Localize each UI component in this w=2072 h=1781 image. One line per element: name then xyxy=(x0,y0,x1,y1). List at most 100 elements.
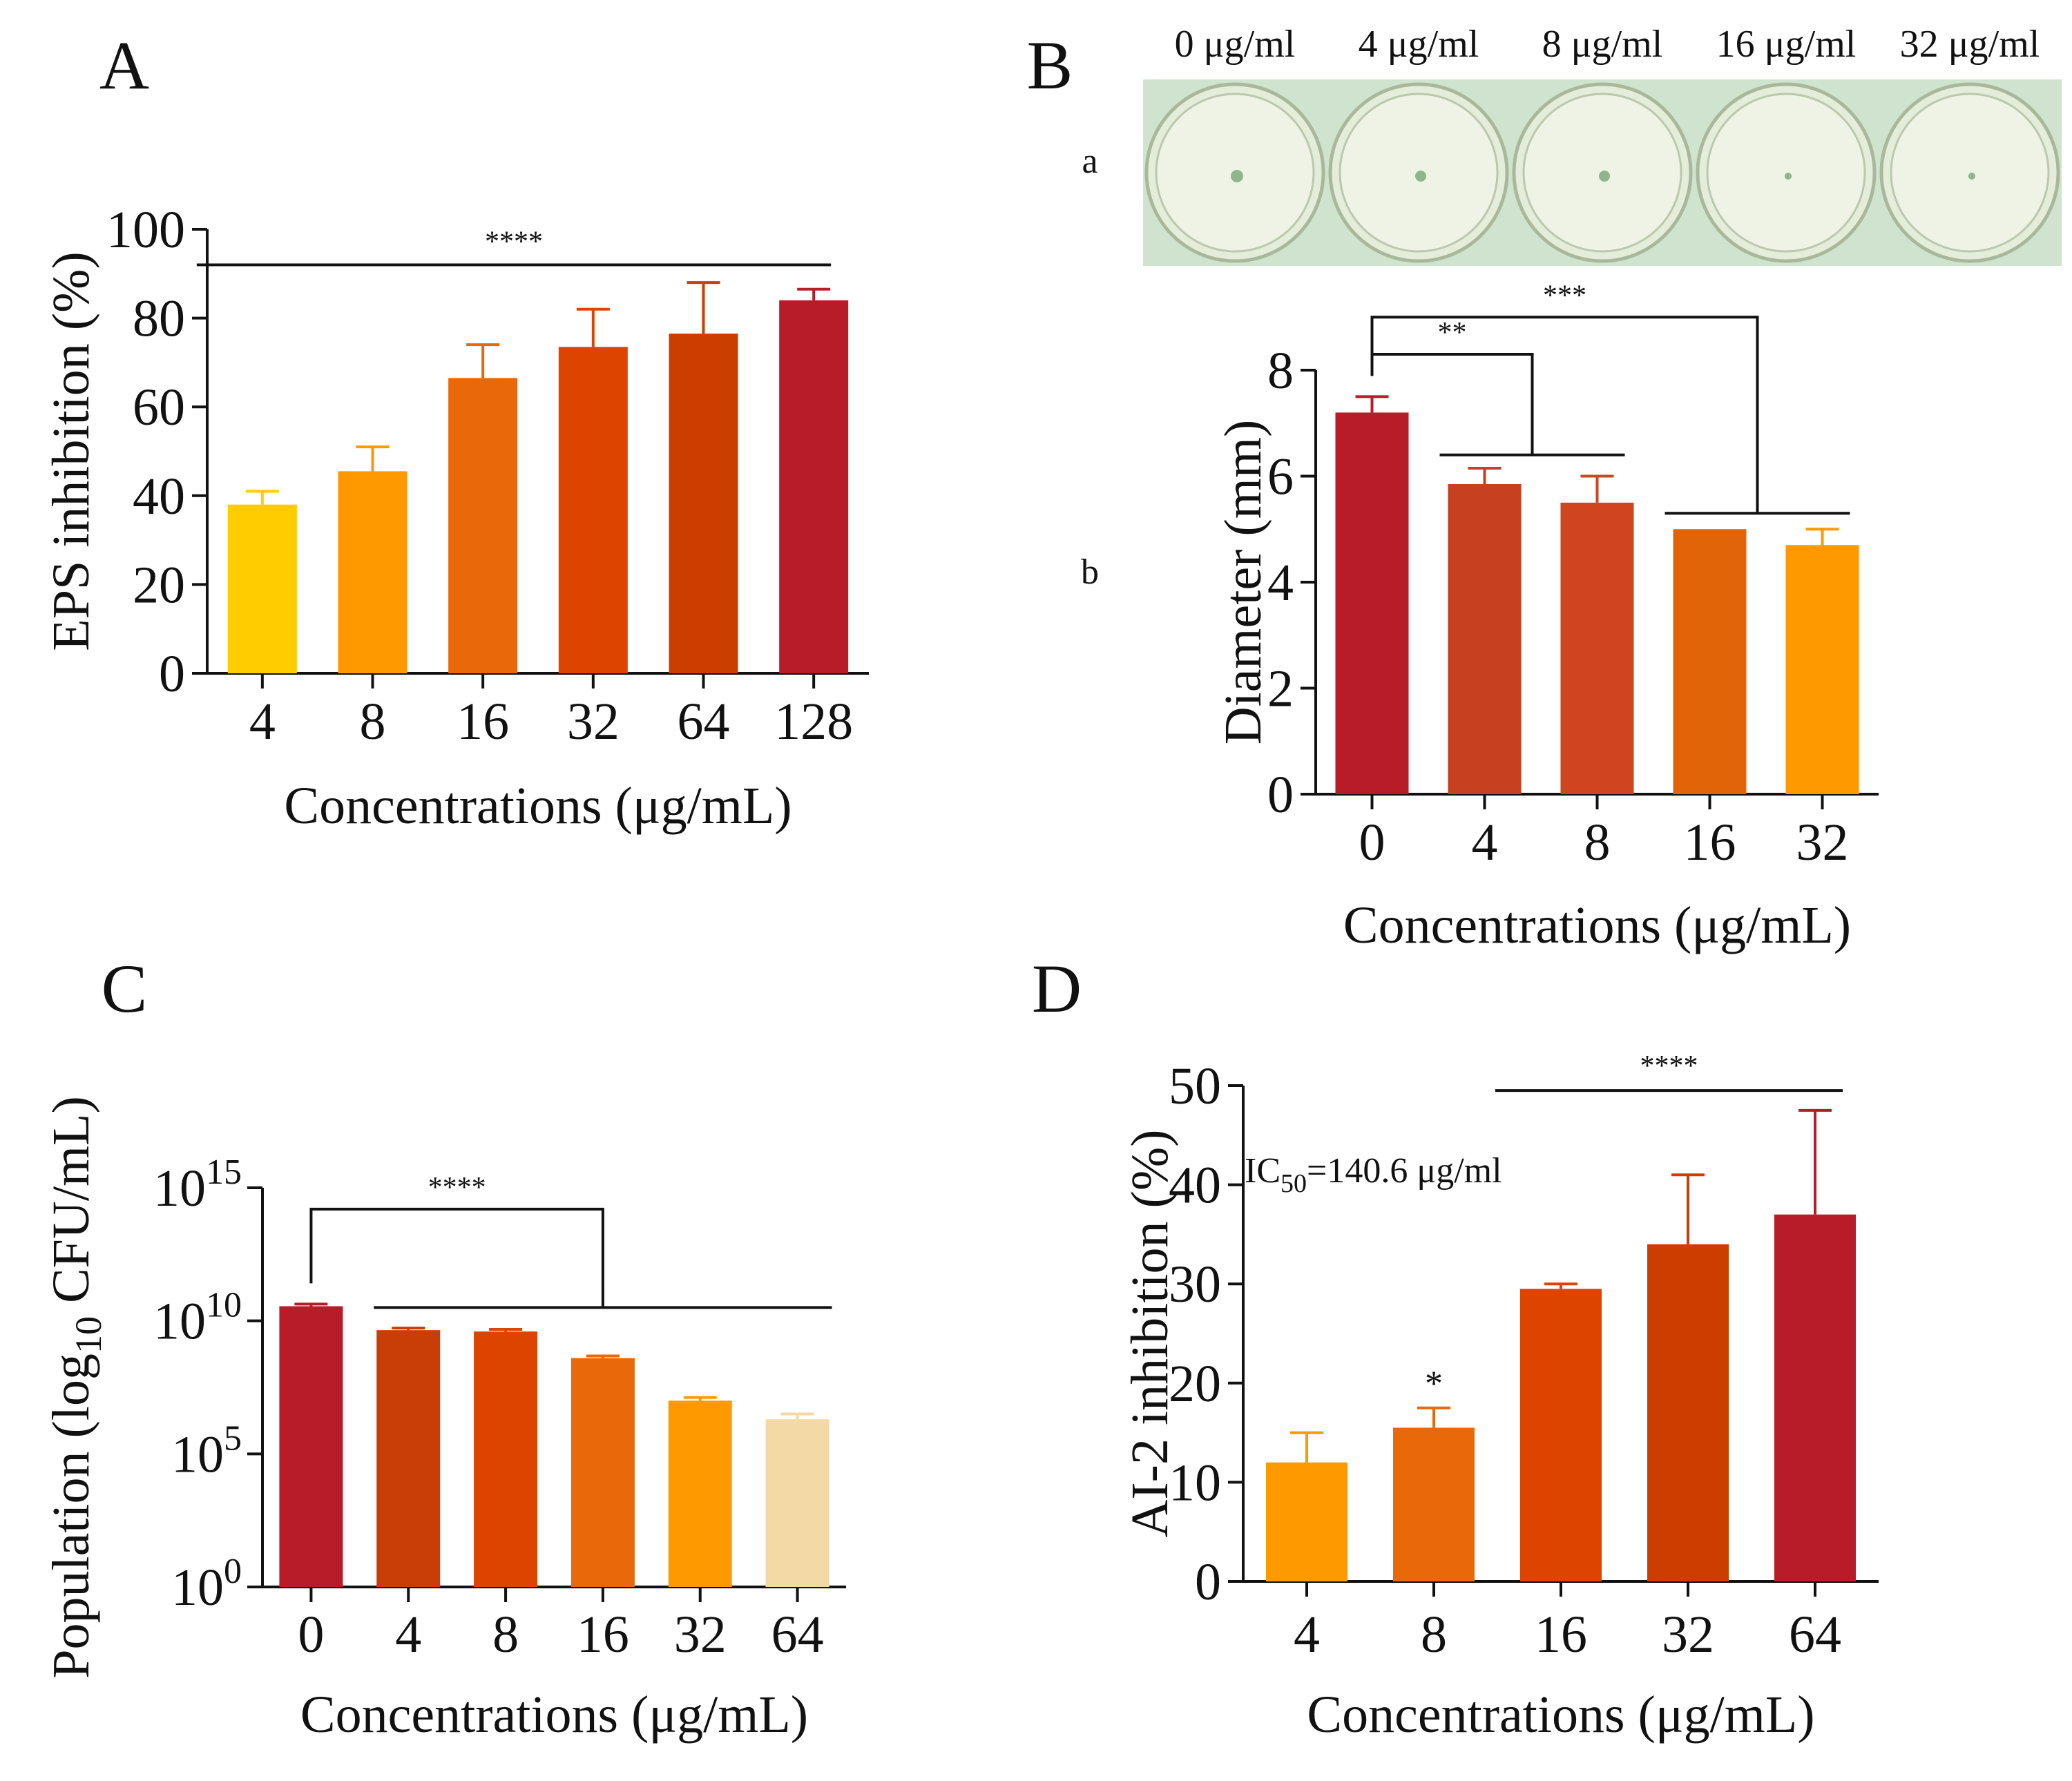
panel-c-y-axis-title: Population (log10 CFU/mL) xyxy=(42,1096,109,1679)
panel-b-y-tick-label-0: 0 xyxy=(1267,766,1294,824)
panel-c-y-tick-exp-0: 0 xyxy=(224,1552,242,1591)
panel-d-y-tick-label-30: 30 xyxy=(1169,1255,1221,1313)
panel-d-significance-star: * xyxy=(1425,1365,1443,1404)
panel-a-x-tick-label-32: 32 xyxy=(567,693,620,751)
panel-a-bar-128 xyxy=(779,300,849,673)
panel-c-y-tick-exp-10: 10 xyxy=(206,1286,242,1325)
panel-d-y-axis-title: AI-2 inhibition (%) xyxy=(1121,1129,1179,1537)
panel-c-bar-64 xyxy=(765,1419,829,1587)
plate-label-1: 4 μg/ml xyxy=(1359,23,1479,66)
panel-c-significance-bracket xyxy=(309,1207,604,1308)
panel-c-bar-16 xyxy=(570,1358,635,1587)
panel-c-x-tick-label-16: 16 xyxy=(577,1606,629,1664)
petri-dish-inner-3 xyxy=(1706,93,1866,253)
panel-d-bar-64 xyxy=(1774,1214,1856,1581)
colony-spot-1 xyxy=(1415,171,1426,182)
panel-d-x-tick-label-8: 8 xyxy=(1421,1606,1447,1664)
panel-c-significance-label: **** xyxy=(428,1172,486,1204)
panel-d-x-axis-title: Concentrations (μg/mL) xyxy=(1307,1686,1814,1744)
panel-d-ic50-prefix: IC xyxy=(1245,1151,1280,1191)
panel-a-bar-64 xyxy=(669,334,738,673)
panel-a-bar-4 xyxy=(227,504,297,673)
plate-label-4: 32 μg/ml xyxy=(1900,23,2040,66)
plate-label-2: 8 μg/ml xyxy=(1542,23,1663,66)
panel-d-y-tick-label-10: 10 xyxy=(1169,1454,1221,1512)
panel-b-x-tick-label-16: 16 xyxy=(1684,814,1736,872)
panel-b-x-tick-label-32: 32 xyxy=(1796,814,1849,872)
panel-d-y-tick-label-0: 0 xyxy=(1195,1553,1221,1611)
panel-c-bar-4 xyxy=(376,1330,441,1587)
panel-c-bar-0 xyxy=(279,1306,343,1587)
panel-c-y-tick-label-15: 1015 xyxy=(153,1153,242,1217)
panel-a-x-axis-title: Concentrations (μg/mL) xyxy=(284,777,792,835)
panel-d-x-tick-label-4: 4 xyxy=(1294,1606,1320,1664)
panel-b-y-tick-label-4: 4 xyxy=(1267,554,1294,612)
panel-a-y-tick-label-80: 80 xyxy=(133,290,185,348)
panel-b-label: B xyxy=(1027,27,1073,104)
panel-a-x-tick-label-4: 4 xyxy=(249,693,276,751)
panel-d-significance-label: **** xyxy=(1640,1050,1698,1082)
panel-c-x-tick-label-64: 64 xyxy=(771,1606,824,1664)
panel-d-ai2-chart: 0 10 20 30 40 50 4 8 16 32 64 D Concentrations (μg/m… xyxy=(1032,950,1879,1744)
panel-c-x-tick-label-0: 0 xyxy=(298,1606,324,1664)
panel-d-ic50-value: =140.6 μg/ml xyxy=(1307,1151,1502,1191)
panel-d-ic50-annotation: IC50=140.6 μg/ml xyxy=(1245,1151,1502,1198)
panel-b-y-axis-title: Diameter (mm) xyxy=(1214,420,1272,745)
panel-b-significance-2-label: *** xyxy=(1543,280,1586,311)
plate-label-3: 16 μg/ml xyxy=(1716,23,1857,66)
panel-a-eps-chart: 0 20 40 60 80 100 4 8 16 32 64 128 A Concentrations (… xyxy=(42,27,869,835)
panel-c-x-tick-label-32: 32 xyxy=(674,1606,727,1664)
panel-a-x-tick-label-8: 8 xyxy=(360,693,386,751)
panel-d-bar-8 xyxy=(1393,1427,1475,1581)
panel-b-x-tick-label-8: 8 xyxy=(1584,814,1611,872)
panel-c-x-tick-label-4: 4 xyxy=(395,1606,421,1664)
panel-c-y-tick-exp-5: 5 xyxy=(224,1418,242,1458)
panel-d-bar-16 xyxy=(1520,1289,1602,1581)
panel-c-label: C xyxy=(102,950,148,1027)
panel-c-y-tick-base-5: 10 xyxy=(171,1425,224,1483)
panel-a-y-axis-title: EPS inhibition (%) xyxy=(42,251,100,651)
panel-c-y-tick-base-10: 10 xyxy=(153,1293,206,1351)
panel-b-bar-16 xyxy=(1673,529,1747,794)
panel-b-y-tick-label-8: 8 xyxy=(1267,342,1294,400)
panel-c-x-tick-label-8: 8 xyxy=(492,1606,519,1664)
panel-d-y-tick-label-20: 20 xyxy=(1169,1355,1221,1413)
panel-b-row-label-a: a xyxy=(1082,142,1097,181)
panel-c-y-axis-title-rest: CFU/mL) xyxy=(42,1096,100,1316)
panel-b-y-tick-label-2: 2 xyxy=(1267,660,1294,718)
panel-b-y-tick-label-6: 6 xyxy=(1267,448,1294,506)
panel-a-y-tick-label-60: 60 xyxy=(133,378,185,436)
panel-a-y-tick-label-40: 40 xyxy=(133,468,185,526)
panel-b-plate-photo: 0 μg/ml 4 μg/ml 8 μg/ml 16 μg/ml 32 μg/ml a b xyxy=(1081,23,2062,592)
panel-a-bar-32 xyxy=(558,347,628,673)
panel-a-x-tick-label-64: 64 xyxy=(678,693,730,751)
panel-c-y-tick-label-5: 105 xyxy=(171,1418,242,1483)
panel-a-label: A xyxy=(99,27,149,104)
panel-a-y-tick-label-20: 20 xyxy=(133,556,185,614)
panel-a-y-tick-label-0: 0 xyxy=(159,645,185,703)
panel-c-bar-32 xyxy=(668,1400,732,1587)
panel-c-y-tick-label-10: 1010 xyxy=(153,1286,242,1351)
colony-spot-2 xyxy=(1599,171,1610,182)
panel-d-bar-4 xyxy=(1266,1462,1347,1581)
panel-b-x-axis-title: Concentrations (μg/mL) xyxy=(1343,896,1851,954)
panel-b-x-tick-label-4: 4 xyxy=(1472,814,1498,872)
panel-b-bar-8 xyxy=(1560,502,1634,794)
panel-d-bar-32 xyxy=(1647,1244,1729,1581)
panel-a-x-tick-label-16: 16 xyxy=(457,693,509,751)
panel-b-bar-4 xyxy=(1448,484,1522,794)
panel-b-bar-32 xyxy=(1785,545,1859,794)
panel-c-y-tick-base-15: 10 xyxy=(153,1159,206,1217)
panel-c-y-tick-exp-15: 15 xyxy=(206,1153,242,1192)
panel-b-diameter-chart: 0 2 4 6 8 0 4 8 16 32 B Concentrations (μg/mL) Diame… xyxy=(1027,27,1879,954)
colony-spot-3 xyxy=(1785,173,1792,180)
panel-c-bar-8 xyxy=(474,1331,538,1587)
panel-d-x-tick-label-64: 64 xyxy=(1789,1606,1841,1664)
panel-b-row-label-b: b xyxy=(1081,552,1099,592)
panel-d-ic50-subscript: 50 xyxy=(1280,1169,1307,1198)
panel-d-x-tick-label-32: 32 xyxy=(1662,1606,1714,1664)
panel-d-y-tick-label-50: 50 xyxy=(1169,1057,1221,1115)
colony-spot-4 xyxy=(1968,173,1975,180)
